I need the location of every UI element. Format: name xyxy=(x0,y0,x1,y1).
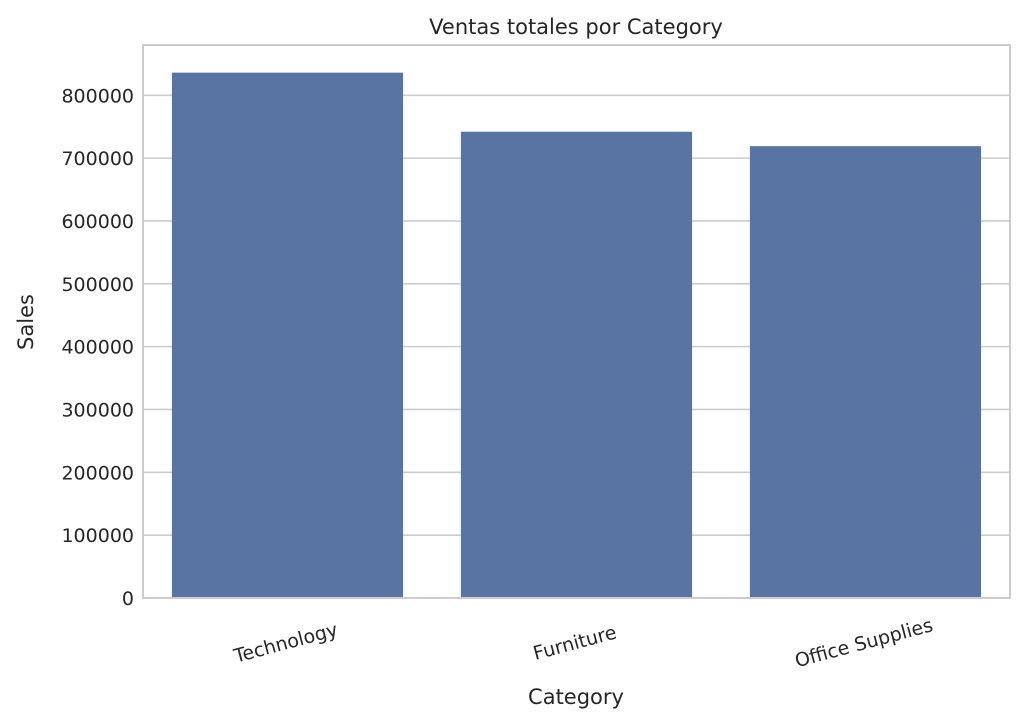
x-axis-title: Category xyxy=(528,685,624,709)
bar-furniture xyxy=(460,131,693,598)
y-tick-label: 300000 xyxy=(61,399,134,421)
y-tick-label: 0 xyxy=(122,588,134,610)
y-tick-label: 600000 xyxy=(61,211,134,233)
y-tick-label: 200000 xyxy=(61,462,134,484)
y-tick-label: 700000 xyxy=(61,148,134,170)
plot-frame xyxy=(142,44,1011,599)
y-tick-label: 100000 xyxy=(61,525,134,547)
bars xyxy=(171,72,982,598)
bar-office-supplies xyxy=(749,146,982,598)
plot-border xyxy=(142,44,1011,599)
chart-title: Ventas totales por Category xyxy=(429,15,723,39)
y-tick-label: 800000 xyxy=(61,85,134,107)
y-tick-label: 400000 xyxy=(61,337,134,359)
y-axis-title: Sales xyxy=(14,294,38,350)
y-tick-label: 500000 xyxy=(61,274,134,296)
bar-technology xyxy=(171,72,404,598)
y-tick-labels: 0 100000 200000 300000 400000 500000 600000 700… xyxy=(61,85,134,610)
